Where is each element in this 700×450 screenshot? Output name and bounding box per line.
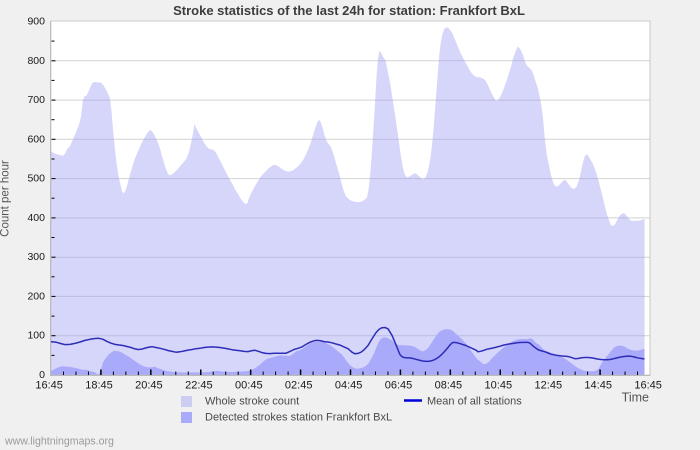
svg-text:0: 0 [39, 369, 45, 381]
svg-text:14:45: 14:45 [584, 379, 612, 391]
svg-text:500: 500 [27, 173, 45, 185]
svg-text:22:45: 22:45 [185, 379, 213, 391]
svg-text:800: 800 [27, 55, 45, 67]
svg-text:08:45: 08:45 [435, 379, 463, 391]
svg-text:200: 200 [27, 290, 45, 302]
svg-text:10:45: 10:45 [485, 379, 513, 391]
svg-text:100: 100 [27, 330, 45, 342]
svg-text:12:45: 12:45 [535, 379, 563, 391]
svg-text:600: 600 [27, 133, 45, 145]
svg-text:04:45: 04:45 [335, 379, 363, 391]
svg-text:Count per hour: Count per hour [0, 160, 12, 237]
svg-text:16:45: 16:45 [35, 379, 63, 391]
svg-text:www.lightningmaps.org: www.lightningmaps.org [4, 436, 114, 448]
svg-text:02:45: 02:45 [285, 379, 313, 391]
svg-text:00:45: 00:45 [235, 379, 263, 391]
svg-text:300: 300 [27, 251, 45, 263]
svg-text:06:45: 06:45 [385, 379, 413, 391]
svg-text:16:45: 16:45 [634, 379, 662, 391]
svg-text:20:45: 20:45 [135, 379, 163, 391]
svg-text:Stroke statistics of the last: Stroke statistics of the last 24h for st… [173, 3, 525, 18]
svg-text:Mean of all stations: Mean of all stations [427, 395, 522, 407]
svg-text:Detected strokes station Frank: Detected strokes station Frankfort BxL [205, 411, 392, 423]
svg-text:Whole stroke count: Whole stroke count [205, 395, 299, 407]
svg-text:Time: Time [622, 391, 649, 405]
svg-text:700: 700 [27, 94, 45, 106]
svg-text:400: 400 [27, 212, 45, 224]
svg-text:900: 900 [27, 16, 45, 28]
svg-text:18:45: 18:45 [85, 379, 113, 391]
